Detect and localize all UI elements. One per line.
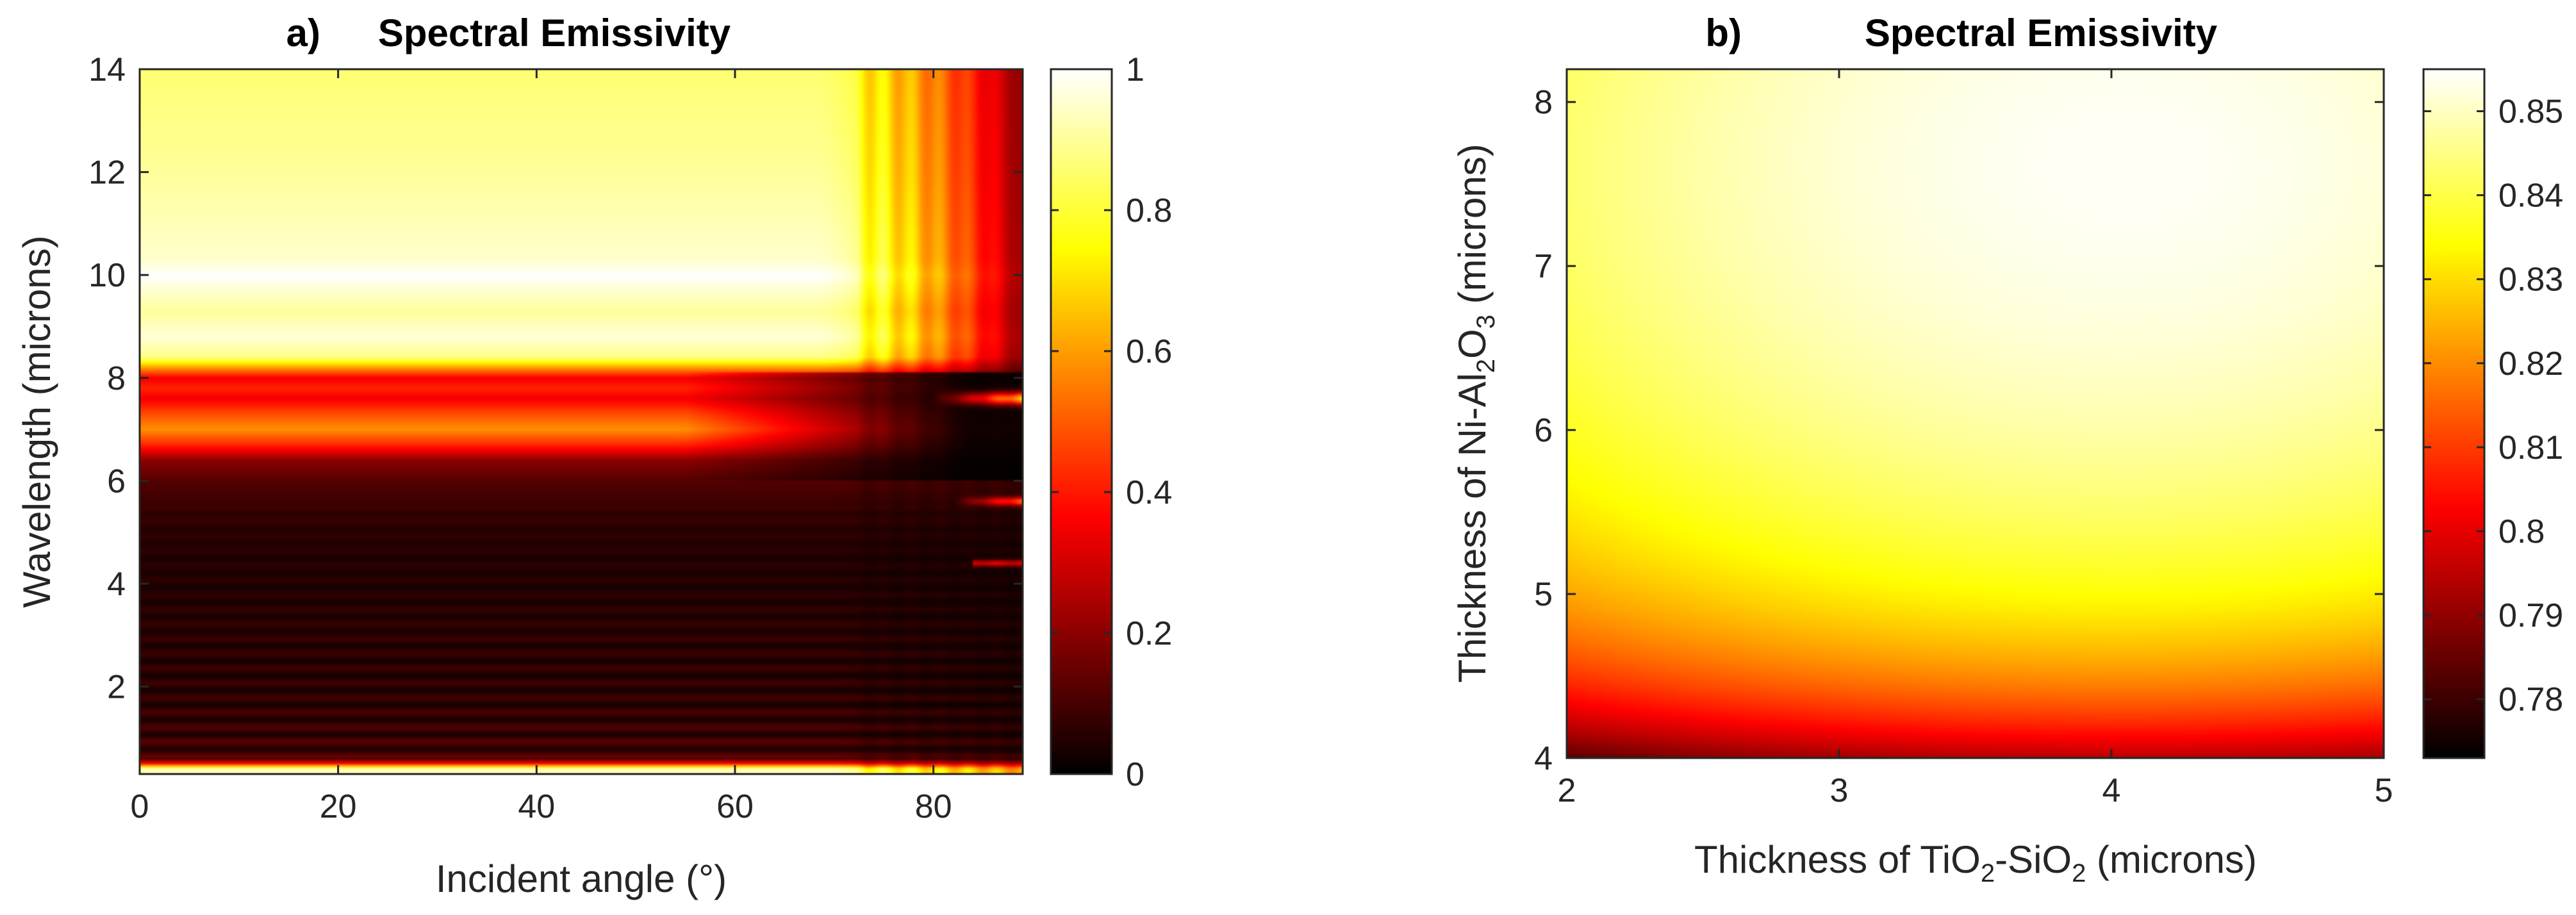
- panel-b-ylabel-subscript: 2: [1472, 359, 1500, 373]
- panel-b-xlabel-subscript: 2: [2072, 859, 2086, 887]
- panel-b-ylabel-part: O: [1451, 329, 1494, 359]
- panel-b-colorbar-tick-label: 0.84: [2498, 177, 2563, 215]
- panel-a-colorbar-tick-label: 1: [1126, 51, 1144, 88]
- panel-a-colorbar-gradient: [1050, 68, 1113, 775]
- panel-a-title: a) Spectral Emissivity: [286, 12, 731, 54]
- panel-b-xlabel-subscript: 2: [1981, 859, 1995, 887]
- panel-b-colorbar-tick-label: 0.79: [2498, 597, 2563, 634]
- panel-a-colorbar: 0 0.2 0.4 0.6 0.8 1: [1050, 51, 1172, 793]
- panel-a-title-text: Spectral Emissivity: [378, 12, 731, 54]
- panel-a-colorbar-tick-label: 0.2: [1126, 615, 1172, 652]
- panel-b-xtick-label: 3: [1830, 772, 1849, 809]
- panel-b-ytick-label: 7: [1534, 248, 1553, 285]
- panel-a-ytick-label: 10: [88, 257, 126, 294]
- panel-a-heatmap-image: [140, 69, 1023, 774]
- panel-b-xlabel-part: Thickness of TiO: [1694, 838, 1981, 881]
- panel-b-colorbar-tick-label: 0.81: [2498, 429, 2563, 466]
- panel-a-ytick-label: 2: [107, 669, 126, 706]
- panel-a-xtick-label: 80: [915, 788, 952, 825]
- panel-b-colorbar-tick-label: 0.78: [2498, 681, 2563, 718]
- panel-b-colorbar-tick-label: 0.8: [2498, 513, 2545, 550]
- panel-b-colorbar-ticks: 0.78 0.79 0.8 0.81 0.82 0.83 0.84 0.85: [2423, 94, 2563, 718]
- panel-a-xtick-label: 60: [716, 788, 754, 825]
- panel-b-xlabel-part: -SiO: [1995, 838, 2072, 881]
- panel-a-ylabel: Wavelength (microns): [15, 235, 58, 607]
- panel-a-ytick-label: 6: [107, 463, 126, 500]
- panel-b-ticks: 2 3 4 5 4 5 6 7 8: [1534, 69, 2393, 809]
- panel-b-ylabel-subscript: 3: [1472, 315, 1500, 329]
- panel-b-ytick-label: 6: [1534, 412, 1553, 449]
- panel-a-axes-box: [138, 68, 1024, 775]
- panel-b-title: b) Spectral Emissivity: [1705, 12, 2217, 54]
- panel-a-colorbar-tick-label: 0.4: [1126, 474, 1172, 511]
- panel-a-colorbar-tick-label: 0.6: [1126, 333, 1172, 370]
- panel-b-title-text: Spectral Emissivity: [1865, 12, 2218, 54]
- panel-b-xlabel-part: (microns): [2086, 838, 2257, 881]
- panel-a-colorbar-tick-label: 0.8: [1126, 192, 1172, 229]
- panel-a-xtick-label: 40: [518, 788, 555, 825]
- panel-a-xtick-label: 0: [131, 788, 149, 825]
- panel-a-heatmap: [138, 68, 1024, 775]
- panel-b-label: b): [1705, 12, 1742, 54]
- panel-a-colorbar-tick-label: 0: [1126, 756, 1144, 793]
- panel-b-ytick-label: 8: [1534, 84, 1553, 121]
- panel-b-axes-box: [1565, 68, 2385, 759]
- panel-b-ylabel-part: (microns): [1451, 144, 1494, 315]
- panel-b-ylabel-part: Thickness of Ni-Al: [1451, 373, 1494, 682]
- panel-b-xlabel: Thickness of TiO2-SiO2 (microns): [1694, 838, 2257, 887]
- panel-b-colorbar-tick-label: 0.83: [2498, 261, 2563, 299]
- panel-a-ticks: 0 20 40 60 80 2 4 6 8 10 12 14: [88, 51, 1023, 825]
- panel-a-label: a): [286, 12, 320, 54]
- panel-a-ytick-label: 12: [88, 154, 126, 192]
- panel-a: a) Spectral Emissivity 0 20 40 60 8024681012…: [15, 12, 1172, 900]
- panel-b-ytick-label: 4: [1534, 740, 1553, 777]
- panel-b-xtick-label: 5: [2375, 772, 2393, 809]
- panel-b-colorbar-gradient: [2422, 68, 2486, 759]
- panel-a-ytick-label: 4: [107, 566, 126, 603]
- panel-b-colorbar-tick-label: 0.85: [2498, 94, 2563, 131]
- panel-b-heatmap-image: [1567, 69, 2384, 758]
- panel-a-xtick-label: 20: [320, 788, 357, 825]
- panel-b-ytick-label: 5: [1534, 576, 1553, 613]
- panel-b-xtick-label: 4: [2102, 772, 2121, 809]
- panel-a-xlabel: Incident angle (°): [436, 857, 727, 900]
- panel-b-xtick-label: 2: [1558, 772, 1576, 809]
- panel-b-ylabel: Thickness of Ni-Al2O3 (microns): [1451, 144, 1500, 682]
- panel-b-colorbar-tick-label: 0.82: [2498, 345, 2563, 383]
- panel-a-ytick-label: 14: [88, 51, 126, 88]
- panel-b-colorbar: 0.78 0.79 0.8 0.81 0.82 0.83 0.84 0.85: [2422, 68, 2563, 759]
- panel-a-ytick-label: 8: [107, 360, 126, 397]
- panel-b-heatmap: [1565, 68, 2385, 759]
- panel-a-colorbar-ticks: 0 0.2 0.4 0.6 0.8 1: [1051, 51, 1172, 793]
- panel-b: b) Spectral Emissivity 2 3 4 5 4 5 6 7 8 Thickne…: [1451, 12, 2563, 887]
